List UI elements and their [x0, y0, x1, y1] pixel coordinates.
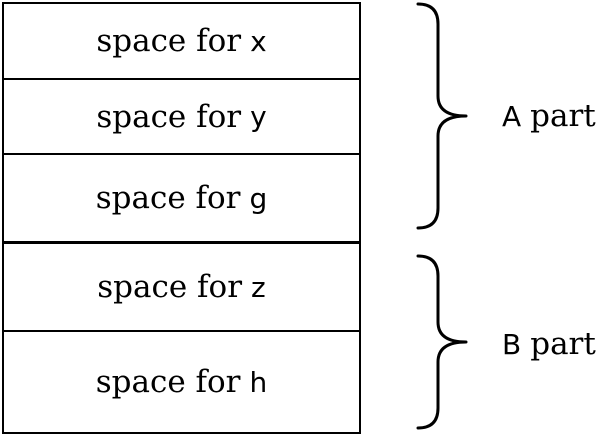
cell-z-var: z	[251, 270, 266, 304]
cell-h-prefix: space for	[95, 364, 241, 400]
cell-z-prefix: space for	[97, 269, 243, 305]
group-b-letter: B	[502, 328, 522, 361]
cell-h: space for h	[4, 330, 359, 432]
memory-layout-stack: space for x space for y space for g space f…	[2, 2, 361, 434]
group-b-word: part	[530, 326, 596, 362]
group-a-letter: A	[502, 100, 522, 133]
cell-y-var: y	[250, 100, 267, 133]
cell-x-prefix: space for	[96, 23, 242, 59]
cell-g: space for g	[4, 153, 359, 242]
cell-x-var: x	[250, 24, 267, 58]
cell-h-var: h	[249, 365, 268, 399]
brace-a-icon	[416, 2, 468, 230]
cell-y: space for y	[4, 78, 359, 153]
cell-x: space for x	[4, 4, 359, 78]
brace-b-icon	[416, 254, 468, 430]
cell-g-prefix: space for	[95, 180, 241, 216]
cell-g-var: g	[249, 181, 268, 215]
group-a-word: part	[530, 98, 596, 134]
cell-z: space for z	[4, 242, 359, 330]
cell-y-prefix: space for	[96, 98, 242, 135]
